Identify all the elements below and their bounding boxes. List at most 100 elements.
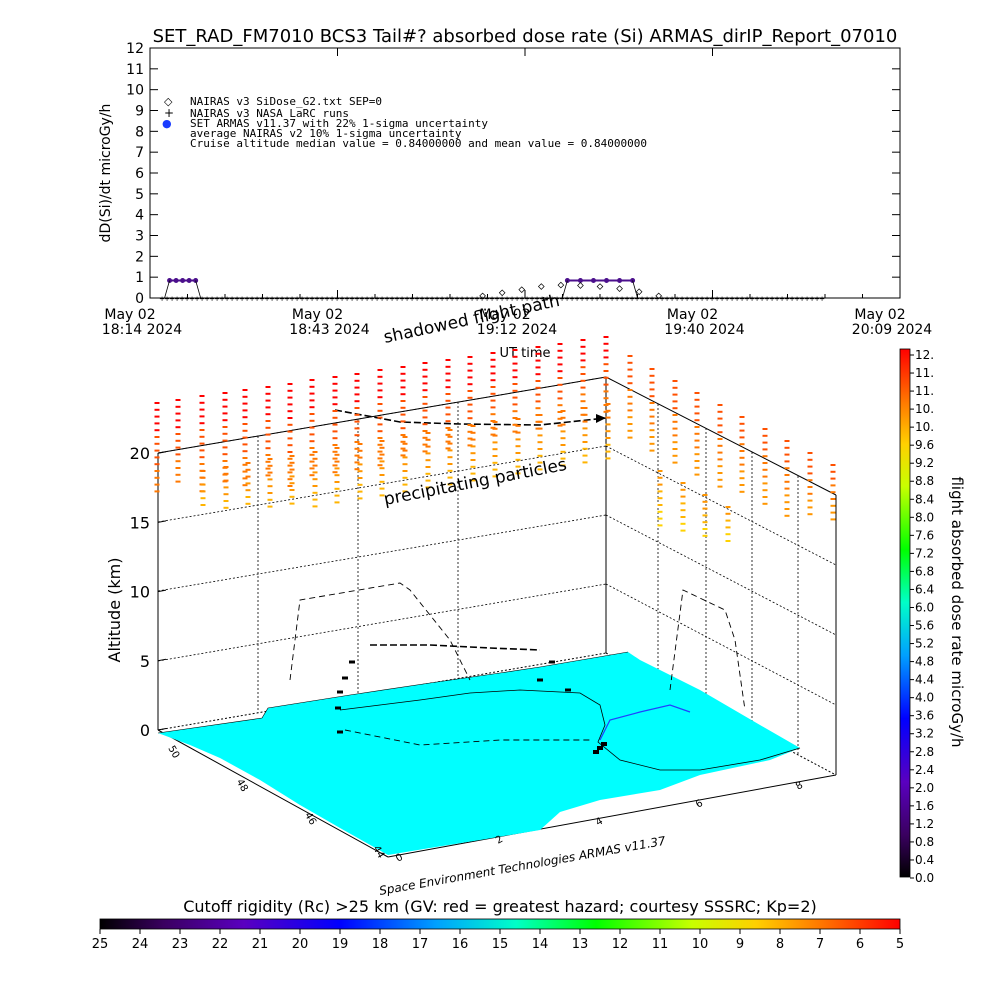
particle-marker: [672, 414, 678, 416]
baseline-cross-marker: +: [819, 295, 825, 303]
baseline-cross-marker: +: [564, 295, 570, 303]
particle-marker: [537, 454, 543, 457]
particle-marker: [154, 402, 160, 404]
right-colorbar-tick-label: 6.0: [915, 600, 934, 614]
particle-marker: [309, 440, 315, 443]
particle-marker: [154, 449, 160, 452]
particle-marker: [154, 470, 160, 472]
particle-marker: [784, 460, 790, 463]
particle-marker: [649, 436, 655, 438]
particle-marker: [422, 362, 428, 364]
y-tick-label: 12: [126, 41, 144, 57]
baseline-cross-marker: +: [394, 295, 400, 303]
particle-marker: [357, 456, 363, 459]
particle-marker: [287, 451, 293, 453]
baseline-cross-marker: +: [224, 295, 230, 303]
3d-map-floor: [157, 651, 801, 855]
particle-marker: [680, 502, 686, 505]
particle-marker: [265, 433, 271, 436]
right-colorbar-tick-label: 5.6: [915, 619, 934, 633]
particle-marker: [694, 453, 700, 456]
particle-marker: [445, 440, 451, 443]
right-colorbar-tick-label: 11.: [915, 366, 934, 380]
y-tick-label: 11: [126, 62, 144, 78]
particle-marker: [422, 368, 428, 371]
particle-marker: [445, 386, 451, 389]
particle-marker: [492, 448, 498, 451]
baseline-cross-marker: +: [599, 295, 605, 303]
particle-marker: [672, 434, 678, 437]
particle-marker: [400, 454, 406, 457]
particle-marker: [807, 472, 813, 475]
right-colorbar-tick-label: 10.: [915, 420, 934, 434]
particle-marker: [627, 395, 633, 398]
particle-marker: [702, 528, 708, 530]
particle-marker: [467, 369, 473, 372]
particle-marker: [557, 349, 563, 352]
particle-marker: [515, 418, 521, 420]
particle-marker: [245, 489, 251, 492]
particle-marker: [725, 519, 731, 522]
particle-marker: [309, 406, 315, 409]
baseline-cross-marker: +: [509, 295, 515, 303]
particle-marker: [762, 434, 768, 437]
particle-marker: [807, 465, 813, 468]
baseline-cross-marker: +: [609, 295, 615, 303]
particle-marker: [267, 485, 273, 488]
particle-marker: [154, 456, 160, 459]
particle-marker: [200, 504, 206, 506]
particle-marker: [657, 490, 663, 493]
particle-marker: [762, 468, 768, 471]
baseline-cross-marker: +: [194, 295, 200, 303]
particle-marker: [657, 476, 663, 479]
baseline-cross-marker: +: [199, 295, 205, 303]
particle-marker: [535, 359, 541, 362]
baseline-cross-marker: +: [489, 295, 495, 303]
particle-marker: [603, 356, 609, 359]
particle-marker: [377, 389, 383, 392]
baseline-cross-marker: +: [539, 295, 545, 303]
particle-marker: [289, 489, 295, 491]
right-colorbar-tick-label: 5.2: [915, 637, 934, 651]
particle-marker: [377, 382, 383, 385]
baseline-cross-marker: +: [719, 295, 725, 303]
particle-marker: [354, 434, 360, 437]
longitude-tick-label: 2: [494, 834, 505, 847]
baseline-cross-marker: +: [414, 295, 420, 303]
particle-marker: [245, 462, 251, 464]
particle-marker: [470, 438, 476, 441]
particle-marker: [223, 500, 229, 502]
particle-marker: [175, 453, 181, 456]
particle-marker: [379, 467, 385, 470]
particle-marker: [242, 409, 248, 412]
particle-marker: [580, 386, 586, 389]
particle-marker: [332, 450, 338, 453]
3d-grid: [157, 376, 837, 755]
particle-marker: [425, 486, 431, 489]
baseline-cross-marker: +: [259, 295, 265, 303]
baseline-cross-marker: +: [559, 295, 565, 303]
baseline-cross-marker: +: [459, 295, 465, 303]
particle-marker: [717, 438, 723, 440]
particle-marker: [560, 410, 566, 412]
particle-marker: [242, 470, 248, 473]
particle-marker: [627, 436, 633, 439]
particle-marker: [603, 397, 609, 400]
legend-symbol-diamond: ◇: [164, 95, 173, 108]
particle-marker: [537, 434, 543, 437]
particle-marker: [725, 533, 731, 536]
particle-marker: [154, 476, 160, 479]
particle-marker: [807, 506, 813, 509]
particle-marker: [649, 395, 655, 398]
particle-marker: [242, 457, 248, 459]
particle-marker: [175, 460, 181, 463]
particle-marker: [445, 365, 451, 368]
particle-marker: [175, 399, 181, 401]
particle-marker: [739, 422, 745, 425]
flight-path-dash: [335, 706, 341, 710]
particle-marker: [332, 444, 338, 446]
particle-marker: [490, 399, 496, 402]
particle-marker: [354, 461, 360, 464]
baseline-cross-marker: +: [809, 295, 815, 303]
particle-marker: [267, 478, 273, 481]
